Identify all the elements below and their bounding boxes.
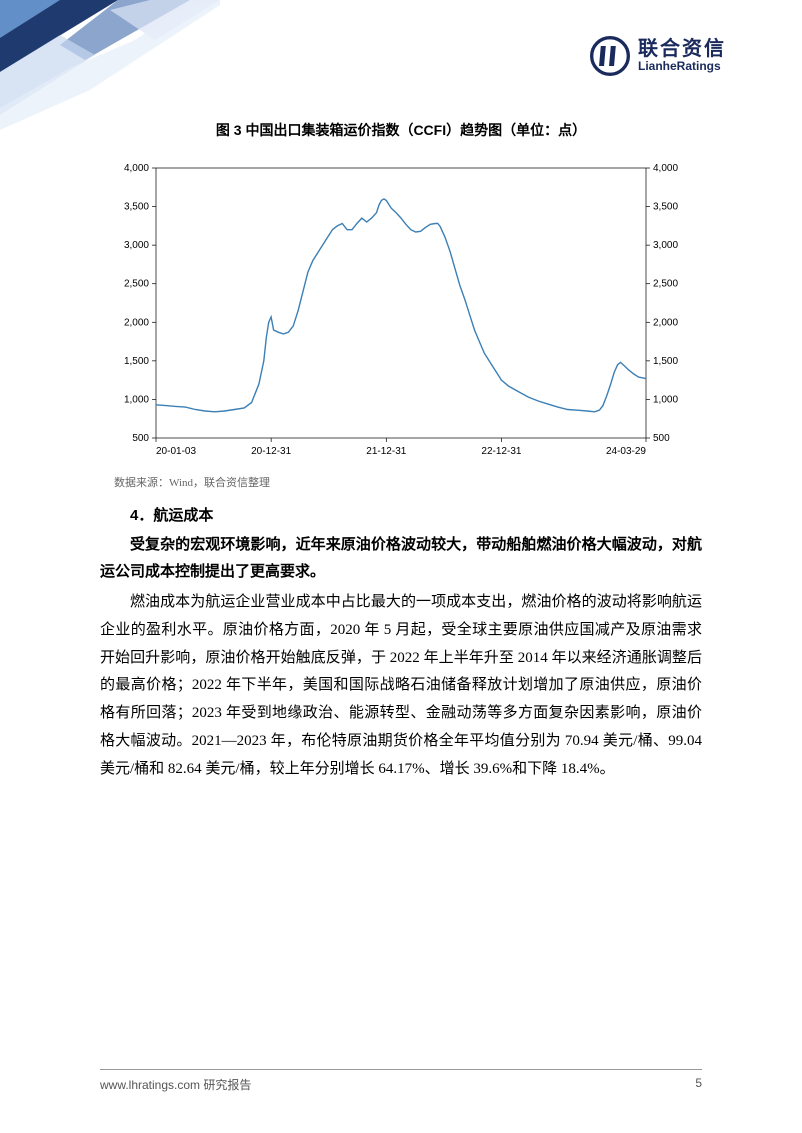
svg-text:24-03-29: 24-03-29	[606, 446, 646, 457]
logo-text-en: LianheRatings	[638, 60, 726, 73]
page-content: 图 3 中国出口集装箱运价指数（CCFI）趋势图（单位：点） 500 500 1,0…	[100, 120, 702, 783]
svg-text:3,000: 3,000	[653, 240, 678, 251]
svg-text:2,000: 2,000	[124, 317, 149, 328]
footer-page-number: 5	[695, 1076, 702, 1093]
svg-text:20-12-31: 20-12-31	[251, 446, 291, 457]
section-emphasis: 受复杂的宏观环境影响，近年来原油价格波动较大，带动船舶燃油价格大幅波动，对航运公…	[100, 531, 702, 585]
svg-text:1,000: 1,000	[124, 394, 149, 405]
svg-text:1,500: 1,500	[653, 356, 678, 367]
chart-title: 图 3 中国出口集装箱运价指数（CCFI）趋势图（单位：点）	[100, 120, 702, 140]
svg-text:1,500: 1,500	[124, 356, 149, 367]
section-paragraph: 燃油成本为航运企业营业成本中占比最大的一项成本支出，燃油价格的波动将影响航运企业…	[100, 589, 702, 783]
section-heading: 4．航运成本	[100, 504, 702, 525]
svg-text:2,500: 2,500	[653, 279, 678, 290]
corner-graphic	[0, 0, 220, 130]
svg-text:3,000: 3,000	[124, 240, 149, 251]
logo-mark-icon	[590, 36, 630, 76]
svg-text:2,500: 2,500	[124, 279, 149, 290]
logo-text-cn: 联合资信	[638, 38, 726, 60]
ccfi-line-chart: 500 500 1,000 1,000 1,500 1,500 2,000 2,000 2,50…	[106, 156, 696, 466]
page-footer: www.lhratings.com 研究报告 5	[100, 1069, 702, 1093]
svg-text:4,000: 4,000	[653, 163, 678, 174]
footer-left: www.lhratings.com 研究报告	[100, 1076, 251, 1093]
chart-container: 500 500 1,000 1,000 1,500 1,500 2,000 2,000 2,50…	[106, 156, 696, 466]
svg-text:500: 500	[653, 433, 670, 444]
svg-text:2,000: 2,000	[653, 317, 678, 328]
logo: 联合资信 LianheRatings	[590, 36, 726, 76]
svg-text:3,500: 3,500	[124, 202, 149, 213]
svg-text:3,500: 3,500	[653, 202, 678, 213]
chart-source: 数据来源：Wind，联合资信整理	[114, 474, 702, 490]
svg-text:4,000: 4,000	[124, 163, 149, 174]
svg-text:21-12-31: 21-12-31	[366, 446, 406, 457]
svg-text:1,000: 1,000	[653, 394, 678, 405]
svg-text:500: 500	[132, 433, 149, 444]
svg-text:20-01-03: 20-01-03	[156, 446, 196, 457]
svg-text:22-12-31: 22-12-31	[481, 446, 521, 457]
